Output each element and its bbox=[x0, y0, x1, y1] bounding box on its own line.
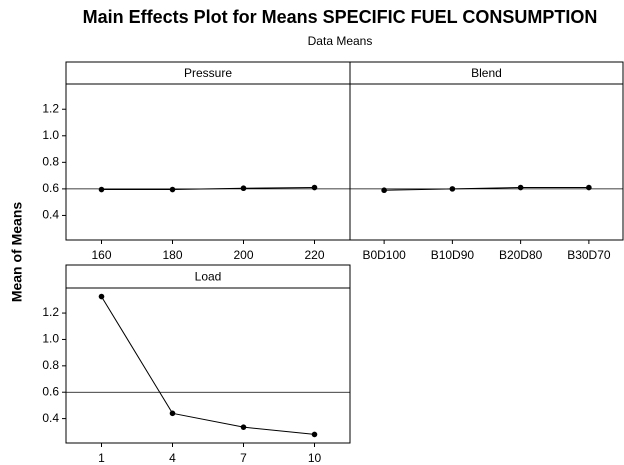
panel-title: Load bbox=[195, 270, 222, 284]
x-tick-label: B0D100 bbox=[362, 248, 406, 262]
data-line bbox=[101, 187, 315, 191]
y-tick-label: 0.4 bbox=[42, 411, 59, 425]
y-tick-label: 0.8 bbox=[42, 358, 59, 372]
y-tick-label: 0.6 bbox=[42, 181, 59, 195]
y-tick-label: 1.0 bbox=[42, 128, 59, 142]
data-point bbox=[311, 184, 318, 191]
data-point bbox=[169, 186, 176, 193]
y-tick-label: 0.8 bbox=[42, 155, 59, 169]
y-axis-label: Mean of Means bbox=[9, 202, 25, 303]
x-tick-label: 220 bbox=[304, 248, 324, 262]
plot-area bbox=[65, 83, 351, 241]
x-tick-label: 160 bbox=[91, 248, 111, 262]
data-line bbox=[384, 187, 589, 191]
x-tick-label: B20D80 bbox=[499, 248, 543, 262]
chart-title: Main Effects Plot for Means SPECIFIC FUE… bbox=[83, 7, 598, 27]
data-point bbox=[240, 424, 247, 430]
x-tick-label: 4 bbox=[169, 451, 176, 465]
data-point bbox=[311, 431, 318, 438]
data-point bbox=[169, 410, 176, 417]
data-line bbox=[101, 296, 315, 435]
data-point bbox=[98, 293, 105, 300]
y-tick-label: 1.2 bbox=[42, 101, 59, 115]
y-tick-label: 0.6 bbox=[42, 384, 59, 398]
chart-subtitle: Data Means bbox=[308, 34, 373, 48]
data-point bbox=[381, 187, 387, 194]
y-tick-label: 0.4 bbox=[42, 208, 59, 222]
data-point bbox=[449, 186, 456, 192]
x-tick-label: 10 bbox=[308, 451, 322, 465]
y-tick-label: 1.2 bbox=[42, 305, 59, 319]
data-point bbox=[586, 184, 592, 191]
x-tick-label: 7 bbox=[240, 451, 247, 465]
data-point bbox=[98, 186, 105, 193]
plot-area bbox=[349, 83, 624, 241]
x-tick-label: 200 bbox=[233, 248, 253, 262]
panel-title: Blend bbox=[471, 66, 502, 80]
data-point bbox=[240, 185, 247, 192]
y-tick-label: 1.0 bbox=[42, 332, 59, 346]
panel-title: Pressure bbox=[184, 66, 232, 80]
x-tick-label: B10D90 bbox=[431, 248, 475, 262]
x-tick-label: 180 bbox=[162, 248, 182, 262]
x-tick-label: B30D70 bbox=[567, 248, 611, 262]
data-point bbox=[517, 184, 524, 191]
x-tick-label: 1 bbox=[98, 451, 105, 465]
